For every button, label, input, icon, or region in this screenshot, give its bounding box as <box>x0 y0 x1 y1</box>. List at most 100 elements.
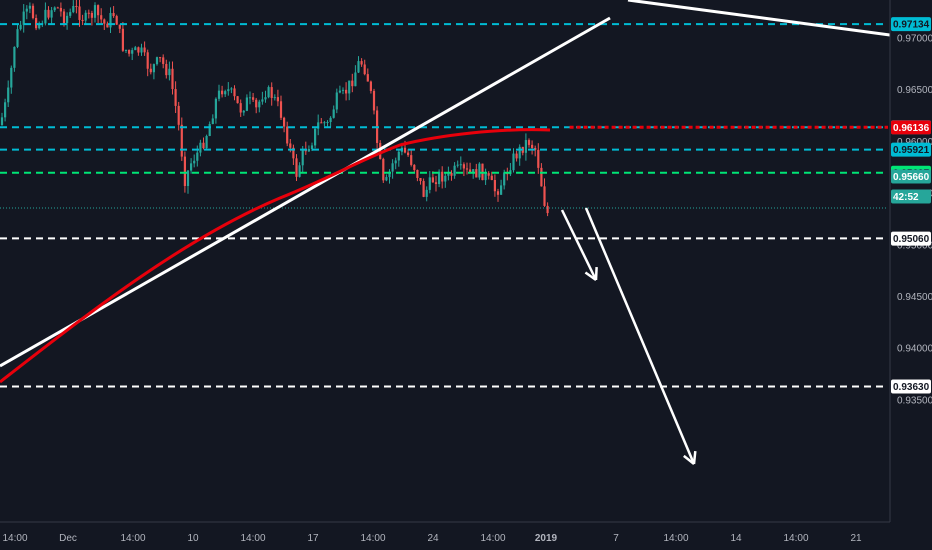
candle-body <box>118 24 121 29</box>
candle-body <box>391 163 394 172</box>
candle-body <box>326 122 329 124</box>
candle-body <box>403 147 407 153</box>
candle-body <box>462 164 465 169</box>
short-arrow <box>560 209 598 281</box>
candle-body <box>363 64 366 75</box>
candle-body <box>183 156 186 187</box>
candle-body <box>4 102 7 118</box>
candle-body <box>25 8 28 12</box>
candle-body <box>317 122 320 129</box>
candle-body <box>81 19 84 21</box>
candle-body <box>478 163 481 178</box>
candle-body <box>385 177 388 181</box>
candle-body <box>369 81 372 91</box>
candle-body <box>165 63 168 76</box>
candle-body <box>208 124 211 136</box>
price-badge <box>891 231 931 246</box>
x-tick-label: 14:00 <box>360 533 385 544</box>
x-tick-label: 14:00 <box>480 533 505 544</box>
candle-body <box>472 169 475 173</box>
price-badge-text: 0.95060 <box>893 234 930 245</box>
y-tick-label: 0.93500 <box>897 395 932 406</box>
candle-body <box>174 89 177 106</box>
candle-body <box>537 149 540 168</box>
price-badge-text: 0.93630 <box>893 382 930 393</box>
candle-body <box>422 181 425 197</box>
candle-body <box>444 175 447 182</box>
candle-body <box>314 128 317 146</box>
x-tick-label: Dec <box>59 533 77 544</box>
price-axis[interactable]: 0.970000.965000.960000.955000.950000.945… <box>889 0 932 522</box>
price-badge <box>891 189 931 204</box>
candle-body <box>35 18 38 29</box>
y-tick-label: 0.96000 <box>897 137 932 148</box>
candle-body <box>276 97 279 102</box>
candle-body <box>227 89 230 92</box>
time-axis[interactable]: 14:00 Dec 14:00 10 14:00 17 14:00 24 14:00 2019 7 1… <box>0 521 890 544</box>
candle-body <box>382 158 385 181</box>
candle-body <box>47 9 50 18</box>
trend-drawings <box>0 0 891 465</box>
candle-body <box>428 177 431 190</box>
x-tick-label: 7 <box>613 533 619 544</box>
candle-body <box>149 68 152 73</box>
long-arrow-head <box>683 454 695 465</box>
candle-body <box>159 57 162 59</box>
candle-body <box>438 171 441 185</box>
candle-body <box>534 147 537 150</box>
candle-body <box>66 15 69 24</box>
candle-body <box>459 164 462 166</box>
x-tick-label: 14:00 <box>783 533 808 544</box>
candle-body <box>193 160 196 164</box>
candle-body <box>97 5 100 16</box>
candle-body <box>379 142 382 159</box>
candle-body <box>456 164 459 166</box>
candle-body <box>447 172 450 176</box>
candle-body <box>53 7 56 11</box>
candle-body <box>518 146 521 159</box>
candle-body <box>286 126 289 144</box>
x-tick-label: 14:00 <box>2 533 27 544</box>
candle-body <box>267 87 270 98</box>
candle-body <box>236 96 239 104</box>
candle-body <box>323 122 326 124</box>
candle-body <box>310 145 314 149</box>
candle-body <box>416 170 419 178</box>
candle-body <box>397 151 400 161</box>
candle-body <box>388 171 391 178</box>
x-tick-label: 17 <box>307 533 319 544</box>
y-tick-label: 0.96500 <box>897 85 932 96</box>
y-tick-label: 0.95000 <box>897 240 932 251</box>
candle-body <box>270 87 273 98</box>
candle-body <box>186 170 190 187</box>
price-badge <box>891 120 931 135</box>
candlestick-series <box>0 0 549 217</box>
candle-body <box>261 99 264 102</box>
candle-body <box>248 97 252 99</box>
ascending-trendline <box>0 16 611 368</box>
price-badge-text: 0.96136 <box>893 123 930 134</box>
candle-body <box>196 152 199 161</box>
candle-body <box>152 64 155 73</box>
x-tick-label: 24 <box>427 533 439 544</box>
candle-body <box>0 117 4 125</box>
candle-body <box>410 155 413 165</box>
candle-body <box>475 169 478 178</box>
x-tick-label: 21 <box>850 533 862 544</box>
candle-body <box>273 97 276 99</box>
candle-body <box>351 80 354 87</box>
candle-body <box>224 91 227 95</box>
candle-body <box>245 97 248 111</box>
candle-body <box>407 152 410 156</box>
y-tick-label: 0.94500 <box>897 292 932 303</box>
candle-body <box>332 109 335 118</box>
candle-body <box>59 7 62 12</box>
candle-body <box>431 177 434 183</box>
price-labels: 0.971340.961370.961360.959210.956970.956… <box>891 17 931 394</box>
candle-body <box>453 165 456 176</box>
candle-body <box>103 19 106 24</box>
candle-body <box>93 5 97 18</box>
candle-body <box>413 164 416 171</box>
